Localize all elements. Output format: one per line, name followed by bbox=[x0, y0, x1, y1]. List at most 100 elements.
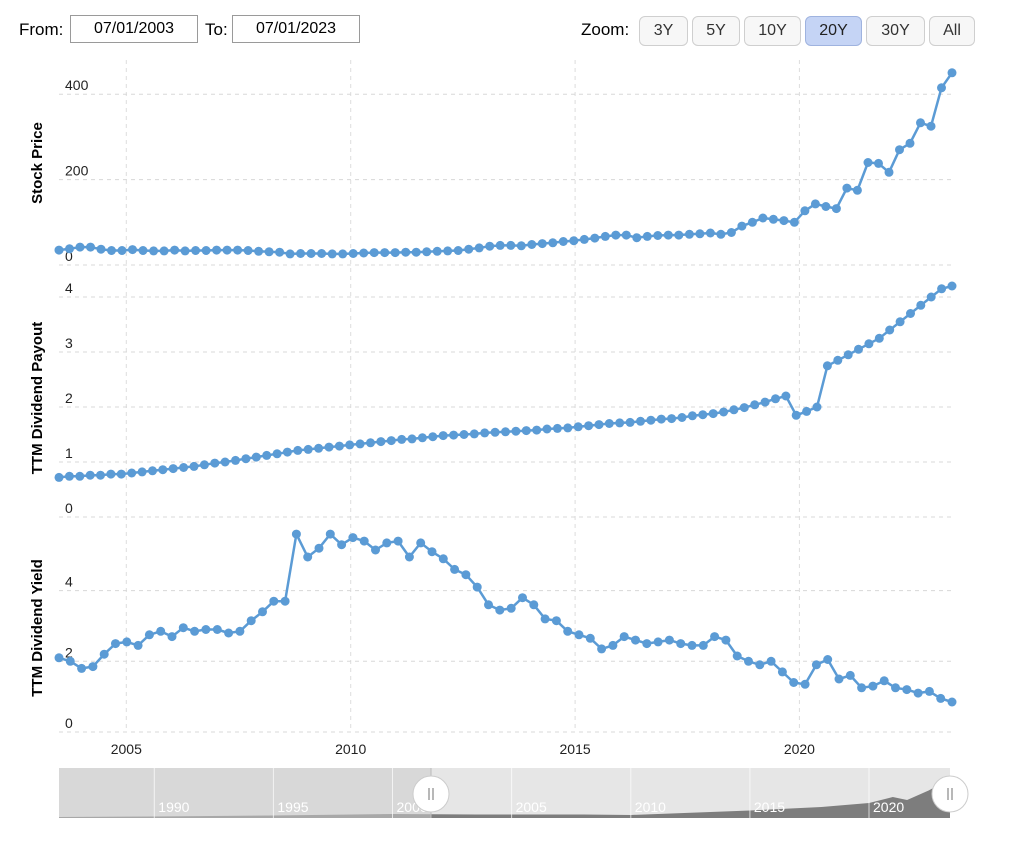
data-point bbox=[324, 442, 334, 452]
data-point bbox=[747, 217, 757, 227]
data-point bbox=[916, 118, 925, 128]
data-point bbox=[750, 400, 760, 410]
data-point bbox=[348, 533, 358, 543]
data-point bbox=[438, 554, 448, 564]
data-point bbox=[428, 432, 438, 442]
data-point bbox=[407, 434, 417, 444]
data-point bbox=[137, 467, 147, 477]
x-tick-label: 2015 bbox=[560, 741, 591, 757]
zoom-5y-button[interactable]: 5Y bbox=[692, 16, 740, 46]
data-point bbox=[625, 417, 635, 427]
data-point bbox=[327, 249, 337, 259]
data-point bbox=[233, 245, 243, 255]
data-point bbox=[246, 616, 256, 626]
data-point bbox=[495, 605, 505, 615]
data-point bbox=[845, 670, 855, 680]
data-point bbox=[518, 593, 527, 603]
data-point bbox=[563, 423, 573, 433]
data-point bbox=[611, 230, 621, 240]
data-point bbox=[417, 433, 427, 443]
data-point bbox=[75, 471, 85, 481]
data-point bbox=[280, 596, 290, 606]
data-point bbox=[168, 464, 178, 474]
data-point bbox=[708, 409, 718, 419]
data-point bbox=[811, 660, 821, 670]
data-point bbox=[937, 284, 947, 294]
data-point bbox=[739, 403, 749, 413]
data-point bbox=[189, 461, 199, 471]
data-point bbox=[926, 292, 936, 302]
navigator-tick-label: 2020 bbox=[873, 799, 904, 815]
y-tick-label: 0 bbox=[65, 715, 73, 731]
data-point bbox=[590, 233, 600, 243]
data-point bbox=[427, 547, 437, 557]
data-point bbox=[158, 465, 168, 475]
data-point bbox=[159, 246, 169, 256]
navigator-left-handle[interactable] bbox=[412, 775, 450, 813]
data-point bbox=[810, 199, 820, 209]
data-point bbox=[501, 427, 510, 437]
y-tick-label: 1 bbox=[65, 445, 73, 461]
navigator-right-handle[interactable] bbox=[931, 775, 969, 813]
data-point bbox=[936, 693, 946, 703]
data-point bbox=[117, 246, 127, 255]
navigator-mask bbox=[59, 768, 431, 818]
data-point bbox=[632, 233, 642, 243]
zoom-3y-button[interactable]: 3Y bbox=[639, 16, 688, 46]
zoom-all-button[interactable]: All bbox=[929, 16, 975, 46]
data-point bbox=[303, 444, 313, 454]
data-point bbox=[201, 246, 211, 255]
data-point bbox=[390, 248, 400, 258]
data-point bbox=[684, 229, 694, 239]
data-point bbox=[552, 423, 562, 433]
data-point bbox=[133, 640, 143, 650]
data-point bbox=[902, 685, 912, 695]
data-point bbox=[619, 632, 629, 642]
data-point bbox=[65, 244, 74, 254]
to-label: To: bbox=[205, 20, 228, 39]
data-point bbox=[584, 421, 594, 431]
zoom-20y-button[interactable]: 20Y bbox=[805, 16, 862, 46]
zoom-10y-button[interactable]: 10Y bbox=[744, 16, 801, 46]
data-point bbox=[474, 243, 484, 253]
data-point bbox=[864, 339, 874, 349]
navigator-tick-label: 2005 bbox=[516, 799, 547, 815]
data-point bbox=[122, 637, 132, 647]
zoom-30y-button[interactable]: 30Y bbox=[866, 16, 925, 46]
data-point bbox=[116, 469, 126, 479]
data-point bbox=[170, 245, 180, 255]
data-point bbox=[947, 697, 957, 707]
data-point bbox=[201, 625, 211, 634]
series-line bbox=[58, 532, 953, 704]
data-point bbox=[822, 361, 832, 371]
data-point bbox=[75, 242, 85, 252]
data-point bbox=[88, 662, 98, 672]
data-point bbox=[167, 632, 177, 642]
data-point bbox=[516, 241, 526, 251]
data-point bbox=[821, 202, 831, 211]
x-tick-label: 2010 bbox=[335, 741, 366, 757]
data-point bbox=[732, 651, 742, 661]
data-point bbox=[401, 247, 411, 257]
data-point bbox=[371, 545, 380, 555]
navigator-tick-label: 2015 bbox=[754, 799, 785, 815]
to-date-input[interactable]: 07/01/2023 bbox=[232, 15, 360, 43]
data-point bbox=[138, 246, 148, 255]
data-point bbox=[480, 428, 490, 438]
toolbar: From: 07/01/2003 To: 07/01/2023 Zoom: 3Y… bbox=[0, 0, 1024, 56]
data-point bbox=[719, 407, 729, 417]
data-point bbox=[359, 248, 369, 258]
data-point bbox=[857, 683, 867, 693]
data-point bbox=[540, 614, 550, 624]
data-point bbox=[432, 246, 442, 256]
navigator-tick-label: 1990 bbox=[158, 799, 189, 815]
data-point bbox=[916, 300, 926, 310]
data-point bbox=[636, 416, 645, 426]
data-point bbox=[615, 418, 625, 428]
data-point bbox=[359, 536, 369, 546]
y-tick-label: 3 bbox=[65, 335, 73, 351]
data-point bbox=[895, 317, 905, 327]
data-point bbox=[905, 138, 915, 148]
data-point bbox=[210, 458, 220, 468]
from-date-input[interactable]: 07/01/2003 bbox=[70, 15, 198, 43]
